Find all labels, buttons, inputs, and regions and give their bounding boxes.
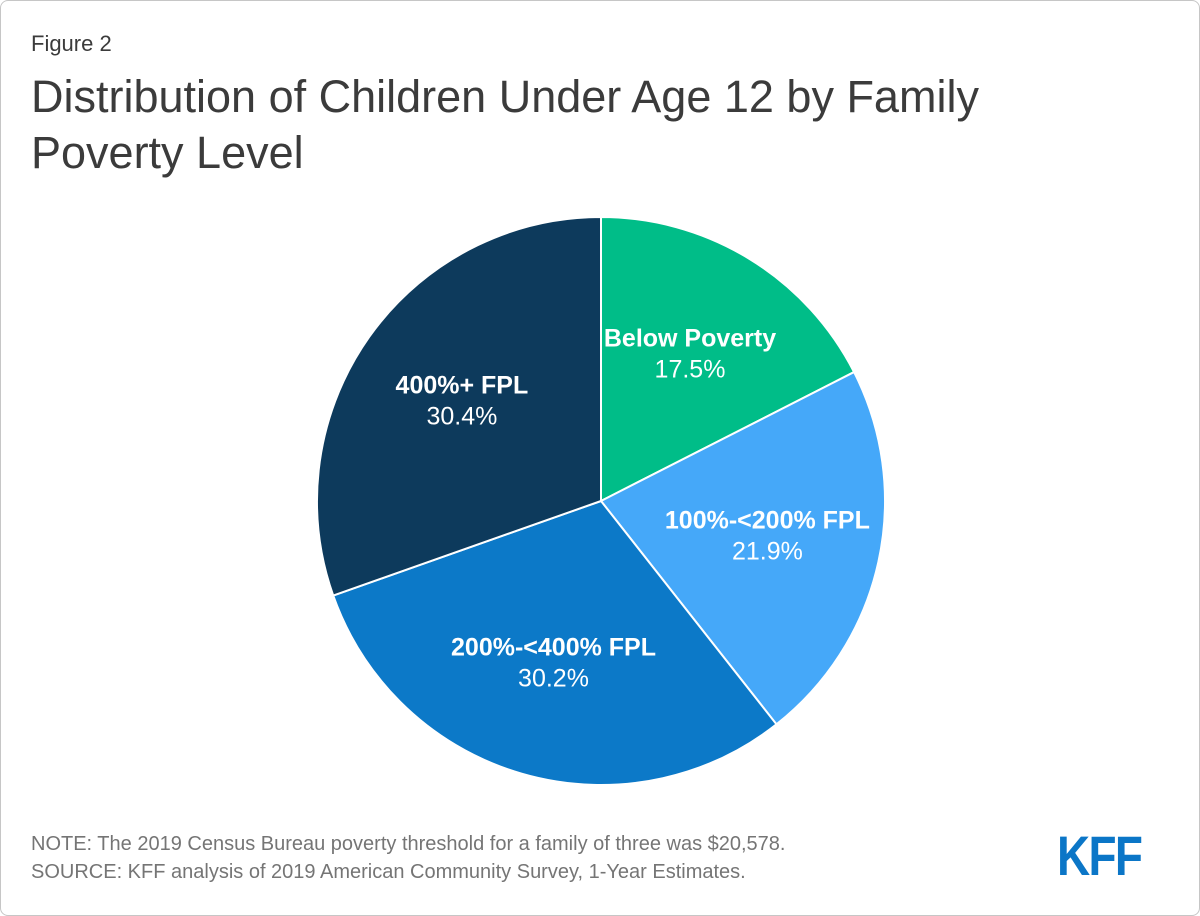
pie-slice-4 bbox=[316, 216, 602, 597]
pie-slice-2 bbox=[600, 371, 886, 726]
pie-slice-3 bbox=[332, 500, 778, 786]
source-line: SOURCE: KFF analysis of 2019 American Co… bbox=[31, 861, 746, 883]
chart-title: Distribution of Children Under Age 12 by… bbox=[31, 71, 979, 178]
kff-logo: KFF bbox=[1057, 824, 1143, 887]
note-line: NOTE: The 2019 Census Bureau poverty thr… bbox=[31, 833, 786, 855]
pie-slice-1 bbox=[600, 216, 856, 502]
figure-number: Figure 2 bbox=[31, 31, 112, 56]
footnotes: NOTE: The 2019 Census Bureau poverty thr… bbox=[31, 830, 785, 886]
